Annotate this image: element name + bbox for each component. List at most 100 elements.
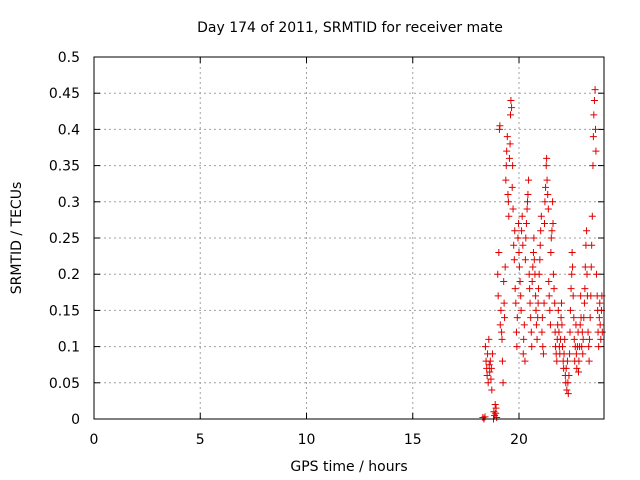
data-point	[485, 335, 493, 343]
data-point	[581, 285, 589, 293]
data-point	[519, 241, 527, 249]
data-point	[589, 162, 597, 170]
data-point	[588, 212, 596, 220]
data-point	[569, 292, 577, 300]
data-point	[593, 270, 601, 278]
x-axis-label: GPS time / hours	[290, 459, 407, 475]
data-point	[557, 314, 565, 322]
data-point	[514, 234, 522, 242]
data-point	[520, 335, 528, 343]
data-point	[517, 292, 525, 300]
data-point	[487, 364, 495, 372]
data-point	[536, 241, 544, 249]
data-point	[505, 212, 513, 220]
data-point	[567, 285, 575, 293]
data-point	[490, 408, 498, 416]
data-point	[592, 147, 600, 155]
data-point	[486, 368, 494, 376]
data-point	[546, 321, 554, 329]
data-point	[529, 248, 537, 256]
data-point	[553, 357, 561, 365]
data-point	[564, 379, 572, 387]
data-point	[579, 335, 587, 343]
y-tick-label: 0.45	[49, 86, 80, 102]
data-point	[544, 191, 552, 199]
data-point	[532, 292, 540, 300]
data-point	[505, 154, 513, 162]
data-point	[541, 220, 548, 228]
data-point	[549, 198, 557, 206]
data-point	[500, 277, 508, 285]
data-point	[508, 104, 516, 112]
data-point	[510, 256, 518, 264]
y-axis-label: SRMTID / TECUs	[9, 182, 25, 295]
data-point	[572, 350, 580, 358]
data-point	[533, 335, 541, 343]
data-point	[588, 241, 596, 249]
data-point	[481, 343, 489, 351]
plot-frame	[93, 56, 605, 420]
data-point	[502, 176, 510, 184]
data-points	[479, 86, 606, 423]
data-point	[512, 328, 520, 336]
data-point	[510, 241, 518, 249]
data-point	[499, 379, 507, 387]
data-point	[551, 299, 559, 307]
data-point	[562, 364, 570, 372]
data-point	[522, 220, 530, 228]
data-point	[547, 248, 555, 256]
data-point	[503, 133, 511, 141]
data-point	[598, 328, 606, 336]
data-point	[542, 162, 550, 170]
data-point	[585, 357, 593, 365]
data-point	[573, 364, 581, 372]
data-point	[538, 314, 546, 322]
data-point	[521, 256, 529, 264]
data-point	[596, 299, 604, 307]
data-point	[587, 292, 595, 300]
data-point	[576, 321, 584, 329]
data-point	[502, 162, 510, 170]
data-point	[498, 328, 506, 336]
data-point	[493, 414, 501, 422]
data-point	[528, 343, 536, 351]
data-point	[585, 343, 593, 351]
data-point	[543, 176, 551, 184]
y-tick-label: 0.1	[58, 340, 80, 356]
data-point	[496, 321, 504, 329]
data-point	[517, 306, 525, 314]
data-point	[555, 328, 563, 336]
data-point	[509, 205, 517, 213]
data-point	[521, 357, 529, 365]
data-point	[492, 404, 500, 412]
data-point	[520, 321, 528, 329]
data-point	[498, 357, 506, 365]
data-point	[488, 386, 496, 394]
data-point	[501, 263, 509, 271]
y-tick-label: 0.15	[49, 303, 80, 319]
data-point	[570, 335, 578, 343]
y-tick-label: 0.05	[49, 376, 80, 392]
data-point	[597, 335, 605, 343]
y-tick-label: 0.3	[58, 195, 80, 211]
data-point	[586, 335, 594, 343]
data-point	[581, 263, 589, 271]
data-point	[592, 125, 599, 133]
data-point	[535, 270, 543, 278]
data-point	[537, 227, 545, 235]
data-point	[518, 212, 526, 220]
data-point	[590, 111, 598, 119]
data-point	[587, 263, 595, 271]
data-point	[523, 205, 531, 213]
data-point	[539, 343, 547, 351]
data-point	[542, 183, 550, 191]
x-tick-label: 20	[510, 432, 528, 448]
data-point	[550, 285, 558, 293]
data-point	[483, 372, 491, 380]
data-point	[494, 270, 502, 278]
x-tick-label: 0	[90, 432, 99, 448]
data-point	[569, 263, 577, 271]
data-point	[595, 314, 603, 322]
data-point	[488, 350, 496, 358]
